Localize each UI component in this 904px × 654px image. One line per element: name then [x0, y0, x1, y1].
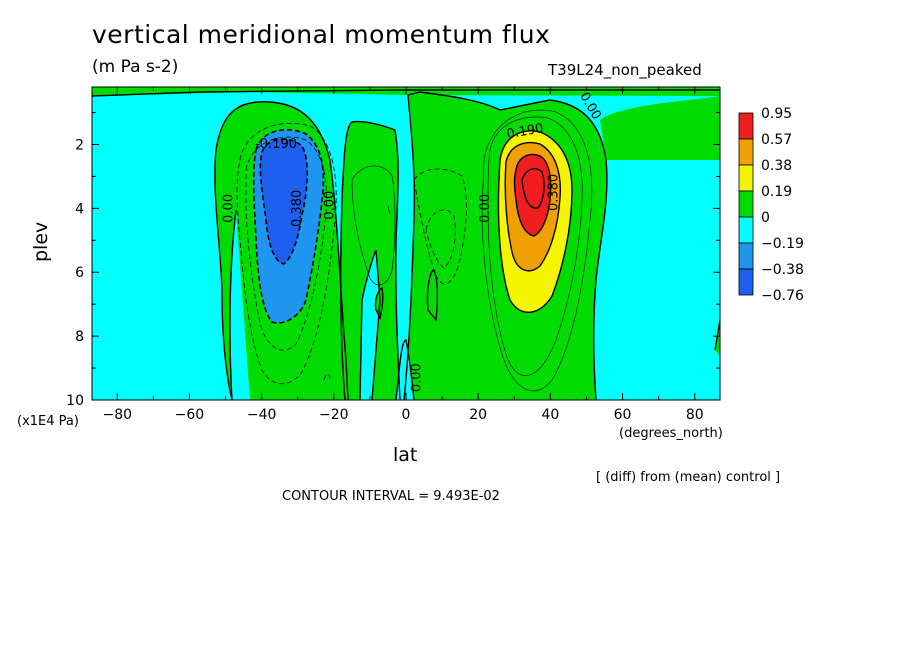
- colorbar: 0.95 0.57 0.38 0.19 0 −0.19 −0.38 −0.76: [738, 106, 804, 304]
- contour-neg-a: [236, 122, 337, 385]
- contour-pos-thin-d: [387, 205, 391, 215]
- colorbar-swatch: [738, 164, 754, 192]
- colorbar-label: 0.38: [761, 158, 792, 174]
- y-tick-label: 10: [66, 393, 84, 409]
- x-tick-label: −80: [102, 407, 132, 423]
- axes: −80 −60 −40 −20 0 20 40 60 80 2 4 6 8 10: [66, 86, 721, 423]
- diff-note: [ (diff) from (mean) control ]: [596, 470, 781, 485]
- field-region-zero-spot: [427, 270, 438, 320]
- contour-label: 0.00: [409, 363, 424, 392]
- field-region-neg076: [260, 139, 308, 264]
- chart-title: vertical meridional momentum flux: [92, 20, 551, 49]
- contour-neg-e: [323, 373, 331, 381]
- contour-zero-north: [403, 91, 608, 400]
- field-region-zero-3: [340, 121, 400, 400]
- colorbar-label: 0.57: [761, 132, 792, 148]
- chart-units: (m Pa s-2): [92, 57, 179, 77]
- colorbar-swatch: [738, 268, 754, 296]
- contour-neg-b: [245, 136, 327, 351]
- contour-zero-spot: [426, 269, 439, 322]
- contour-pos076: [521, 168, 545, 209]
- colorbar-label: 0: [761, 210, 770, 226]
- x-axis-label: lat: [393, 444, 418, 466]
- y-axis-units: (x1E4 Pa): [17, 414, 79, 429]
- contour-label: 0.380: [546, 174, 561, 211]
- contour-label: 0.00: [323, 191, 338, 220]
- colorbar-label: −0.19: [761, 236, 804, 252]
- contour-pos057: [513, 153, 552, 237]
- x-tick-label: 40: [541, 407, 559, 423]
- y-tick-label: 4: [75, 201, 84, 217]
- contour-neg-c: [413, 168, 467, 285]
- contour-zero-mid: [340, 120, 401, 400]
- y-tick-label: 8: [75, 329, 84, 345]
- contour-interval: CONTOUR INTERVAL = 9.493E-02: [282, 489, 500, 504]
- contour-pos038: [504, 141, 561, 272]
- x-axis-units: (degrees_north): [619, 426, 723, 441]
- contour-zero-inner: [229, 209, 237, 400]
- contour-neg-d: [425, 209, 456, 269]
- colorbar-swatch: [738, 216, 754, 244]
- contour-label: 0.00: [478, 194, 493, 223]
- contour-zero-inner3: [395, 339, 415, 400]
- colorbar-label: −0.76: [761, 288, 804, 304]
- contour-pos-thin-b: [481, 109, 593, 392]
- colorbar-label: 0.95: [761, 106, 792, 122]
- colorbar-swatch: [738, 190, 754, 218]
- contour-zero-inner2: [359, 249, 381, 400]
- colorbar-swatch: [738, 138, 754, 166]
- x-tick-label: −20: [319, 407, 349, 423]
- contour-label: -0.190: [255, 137, 297, 152]
- x-tick-label: 20: [469, 407, 487, 423]
- y-tick-label: 6: [75, 265, 84, 281]
- run-name: T39L24_non_peaked: [548, 61, 702, 79]
- contour-label: 0.190: [505, 121, 544, 142]
- contour-zero-south: [214, 101, 349, 400]
- colorbar-label: 0.19: [761, 184, 792, 200]
- x-tick-label: 80: [686, 407, 704, 423]
- contour-neg076: [259, 138, 309, 265]
- contour-pos019: [497, 130, 573, 314]
- contour-neg038: [252, 128, 325, 324]
- x-tick-label: −60: [175, 407, 205, 423]
- x-tick-label: 0: [402, 407, 411, 423]
- colorbar-swatch: [738, 112, 754, 140]
- field-region-zero-5: [600, 96, 720, 160]
- x-tick-label: 60: [614, 407, 632, 423]
- contour-zero-edge: [714, 319, 720, 351]
- contour-label: 0.00: [222, 194, 237, 223]
- field-region-neg-c: [396, 340, 414, 400]
- contour-zero-top: [92, 89, 720, 97]
- y-tick-label: 2: [75, 137, 84, 153]
- x-tick-label: −40: [247, 407, 277, 423]
- contour-zero-spot2: [374, 286, 384, 321]
- colorbar-label: −0.38: [761, 262, 804, 278]
- contour-label: 0.380: [290, 190, 305, 227]
- colorbar-swatch: [738, 242, 754, 270]
- contour-pos-thin-a: [487, 116, 583, 377]
- field-region-neg-a: [229, 210, 250, 400]
